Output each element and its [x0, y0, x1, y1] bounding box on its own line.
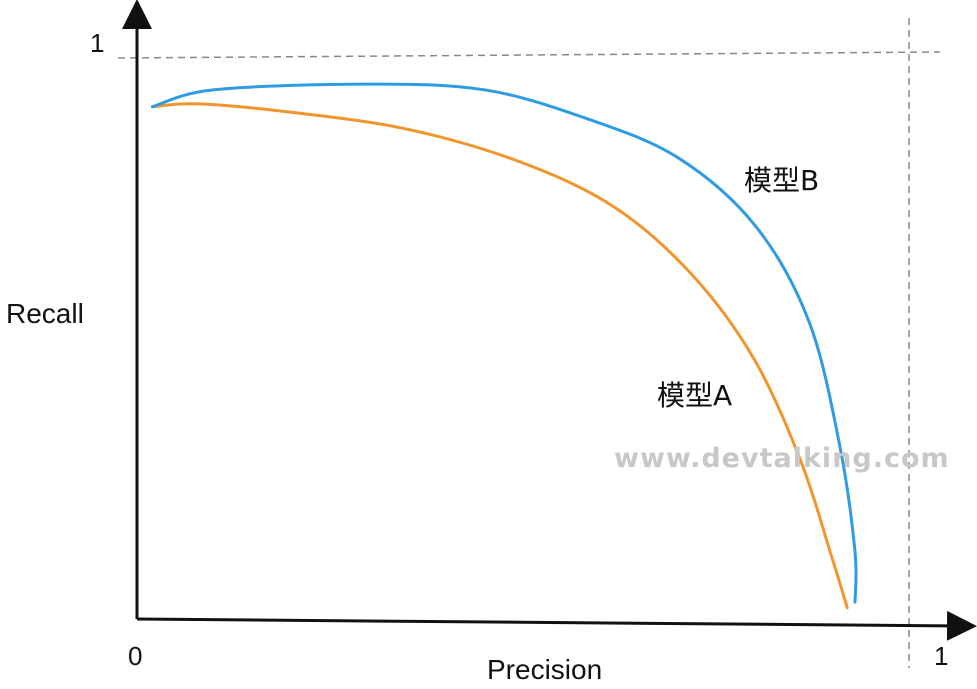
watermark-text: www.devtalking.com	[614, 443, 950, 474]
x-axis	[136, 610, 977, 641]
y-tick-label-1: 1	[90, 28, 104, 58]
x-axis-title: Precision	[487, 654, 602, 685]
x-tick-label-0: 0	[128, 641, 142, 671]
x-tick-label-1: 1	[934, 641, 948, 671]
series-line-model-a	[150, 102, 849, 610]
y-axis-title: Recall	[6, 298, 84, 329]
series-label-model-b: 模型B	[744, 164, 819, 197]
recall-one-dashed-line	[117, 51, 941, 59]
series-label-model-a: 模型A	[657, 379, 732, 412]
series-line-model-b	[150, 82, 858, 604]
